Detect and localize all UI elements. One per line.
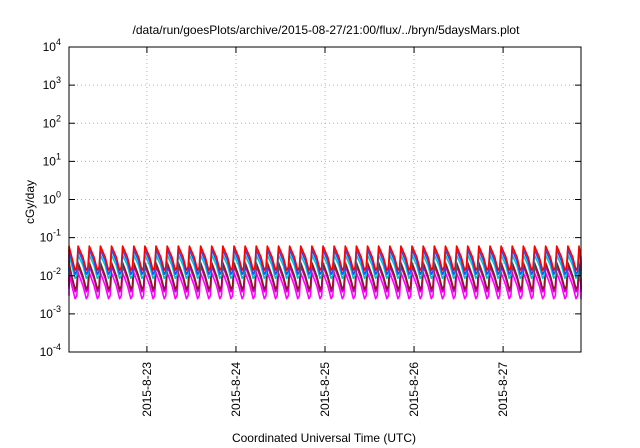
- y-tick-label: 10-4: [40, 342, 61, 359]
- y-tick-label: 10-2: [40, 266, 61, 283]
- x-axis: 2015-8-23 2015-8-24 2015-8-25 2015-8-26 2015…: [140, 47, 510, 417]
- x-axis-label: Coordinated Universal Time (UTC): [232, 431, 416, 445]
- y-tick-label: 100: [43, 190, 61, 207]
- y-tick-label: 104: [43, 37, 61, 54]
- x-tick-label: 2015-8-27: [496, 362, 510, 417]
- y-axis-label: cGy/day: [23, 180, 37, 224]
- y-tick-label: 103: [43, 75, 61, 92]
- plot-area: [68, 245, 582, 300]
- x-tick-label: 2015-8-24: [229, 362, 243, 417]
- series-line-5: [68, 245, 582, 271]
- x-tick-label: 2015-8-25: [318, 362, 332, 417]
- y-tick-label: 10-1: [40, 228, 61, 245]
- y-tick-label: 101: [43, 151, 61, 168]
- y-tick-label: 102: [43, 113, 61, 130]
- chart-title: /data/run/goesPlots/archive/2015-08-27/2…: [133, 23, 521, 37]
- grid: [69, 47, 581, 352]
- y-axis: 10-4 10-3 10-2 10-1 100 101 102 103 104: [40, 37, 581, 359]
- x-tick-label: 2015-8-26: [407, 362, 421, 417]
- series-line-0: [68, 271, 582, 300]
- x-tick-label: 2015-8-23: [140, 362, 154, 417]
- y-tick-label: 10-3: [40, 304, 61, 321]
